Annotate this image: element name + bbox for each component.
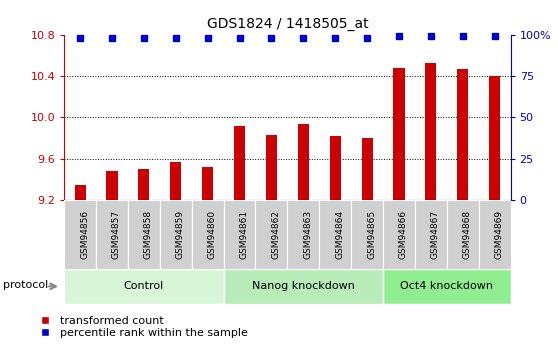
Bar bbox=[107, 171, 118, 200]
Text: GSM94869: GSM94869 bbox=[494, 210, 504, 259]
Legend: transformed count, percentile rank within the sample: transformed count, percentile rank withi… bbox=[33, 316, 248, 338]
Bar bbox=[96, 200, 128, 269]
Bar bbox=[256, 200, 287, 269]
Bar bbox=[393, 68, 405, 200]
Bar bbox=[138, 169, 150, 200]
Bar bbox=[319, 200, 351, 269]
Bar bbox=[383, 200, 415, 269]
Bar bbox=[362, 138, 373, 200]
Bar bbox=[415, 200, 447, 269]
Bar bbox=[224, 200, 256, 269]
Bar bbox=[287, 200, 319, 269]
Bar bbox=[457, 69, 468, 200]
Bar bbox=[224, 269, 383, 304]
Bar bbox=[64, 200, 96, 269]
Bar bbox=[298, 124, 309, 200]
Text: GSM94858: GSM94858 bbox=[144, 210, 153, 259]
Bar bbox=[266, 135, 277, 200]
Bar bbox=[479, 200, 511, 269]
Text: GSM94868: GSM94868 bbox=[463, 210, 472, 259]
Text: GSM94861: GSM94861 bbox=[239, 210, 248, 259]
Bar bbox=[234, 126, 245, 200]
Text: GSM94860: GSM94860 bbox=[208, 210, 217, 259]
Text: GSM94862: GSM94862 bbox=[271, 210, 281, 259]
Text: GSM94857: GSM94857 bbox=[112, 210, 121, 259]
Bar bbox=[351, 200, 383, 269]
Bar bbox=[64, 269, 224, 304]
Text: GSM94856: GSM94856 bbox=[80, 210, 89, 259]
Text: Control: Control bbox=[124, 282, 164, 291]
Bar bbox=[447, 200, 479, 269]
Bar bbox=[192, 200, 224, 269]
Title: GDS1824 / 1418505_at: GDS1824 / 1418505_at bbox=[206, 17, 368, 31]
Bar bbox=[330, 136, 341, 200]
Bar bbox=[202, 167, 213, 200]
Bar bbox=[170, 162, 181, 200]
Bar bbox=[425, 63, 436, 200]
Text: GSM94864: GSM94864 bbox=[335, 210, 344, 259]
Bar bbox=[383, 269, 511, 304]
Bar bbox=[75, 185, 86, 200]
Text: GSM94867: GSM94867 bbox=[431, 210, 440, 259]
Text: GSM94859: GSM94859 bbox=[176, 210, 185, 259]
Text: GSM94865: GSM94865 bbox=[367, 210, 376, 259]
Bar bbox=[160, 200, 192, 269]
Text: GSM94866: GSM94866 bbox=[399, 210, 408, 259]
Text: Nanog knockdown: Nanog knockdown bbox=[252, 282, 355, 291]
Text: Oct4 knockdown: Oct4 knockdown bbox=[400, 282, 493, 291]
Bar bbox=[489, 76, 500, 200]
Bar bbox=[128, 200, 160, 269]
Text: protocol: protocol bbox=[3, 280, 49, 289]
Text: GSM94863: GSM94863 bbox=[304, 210, 312, 259]
